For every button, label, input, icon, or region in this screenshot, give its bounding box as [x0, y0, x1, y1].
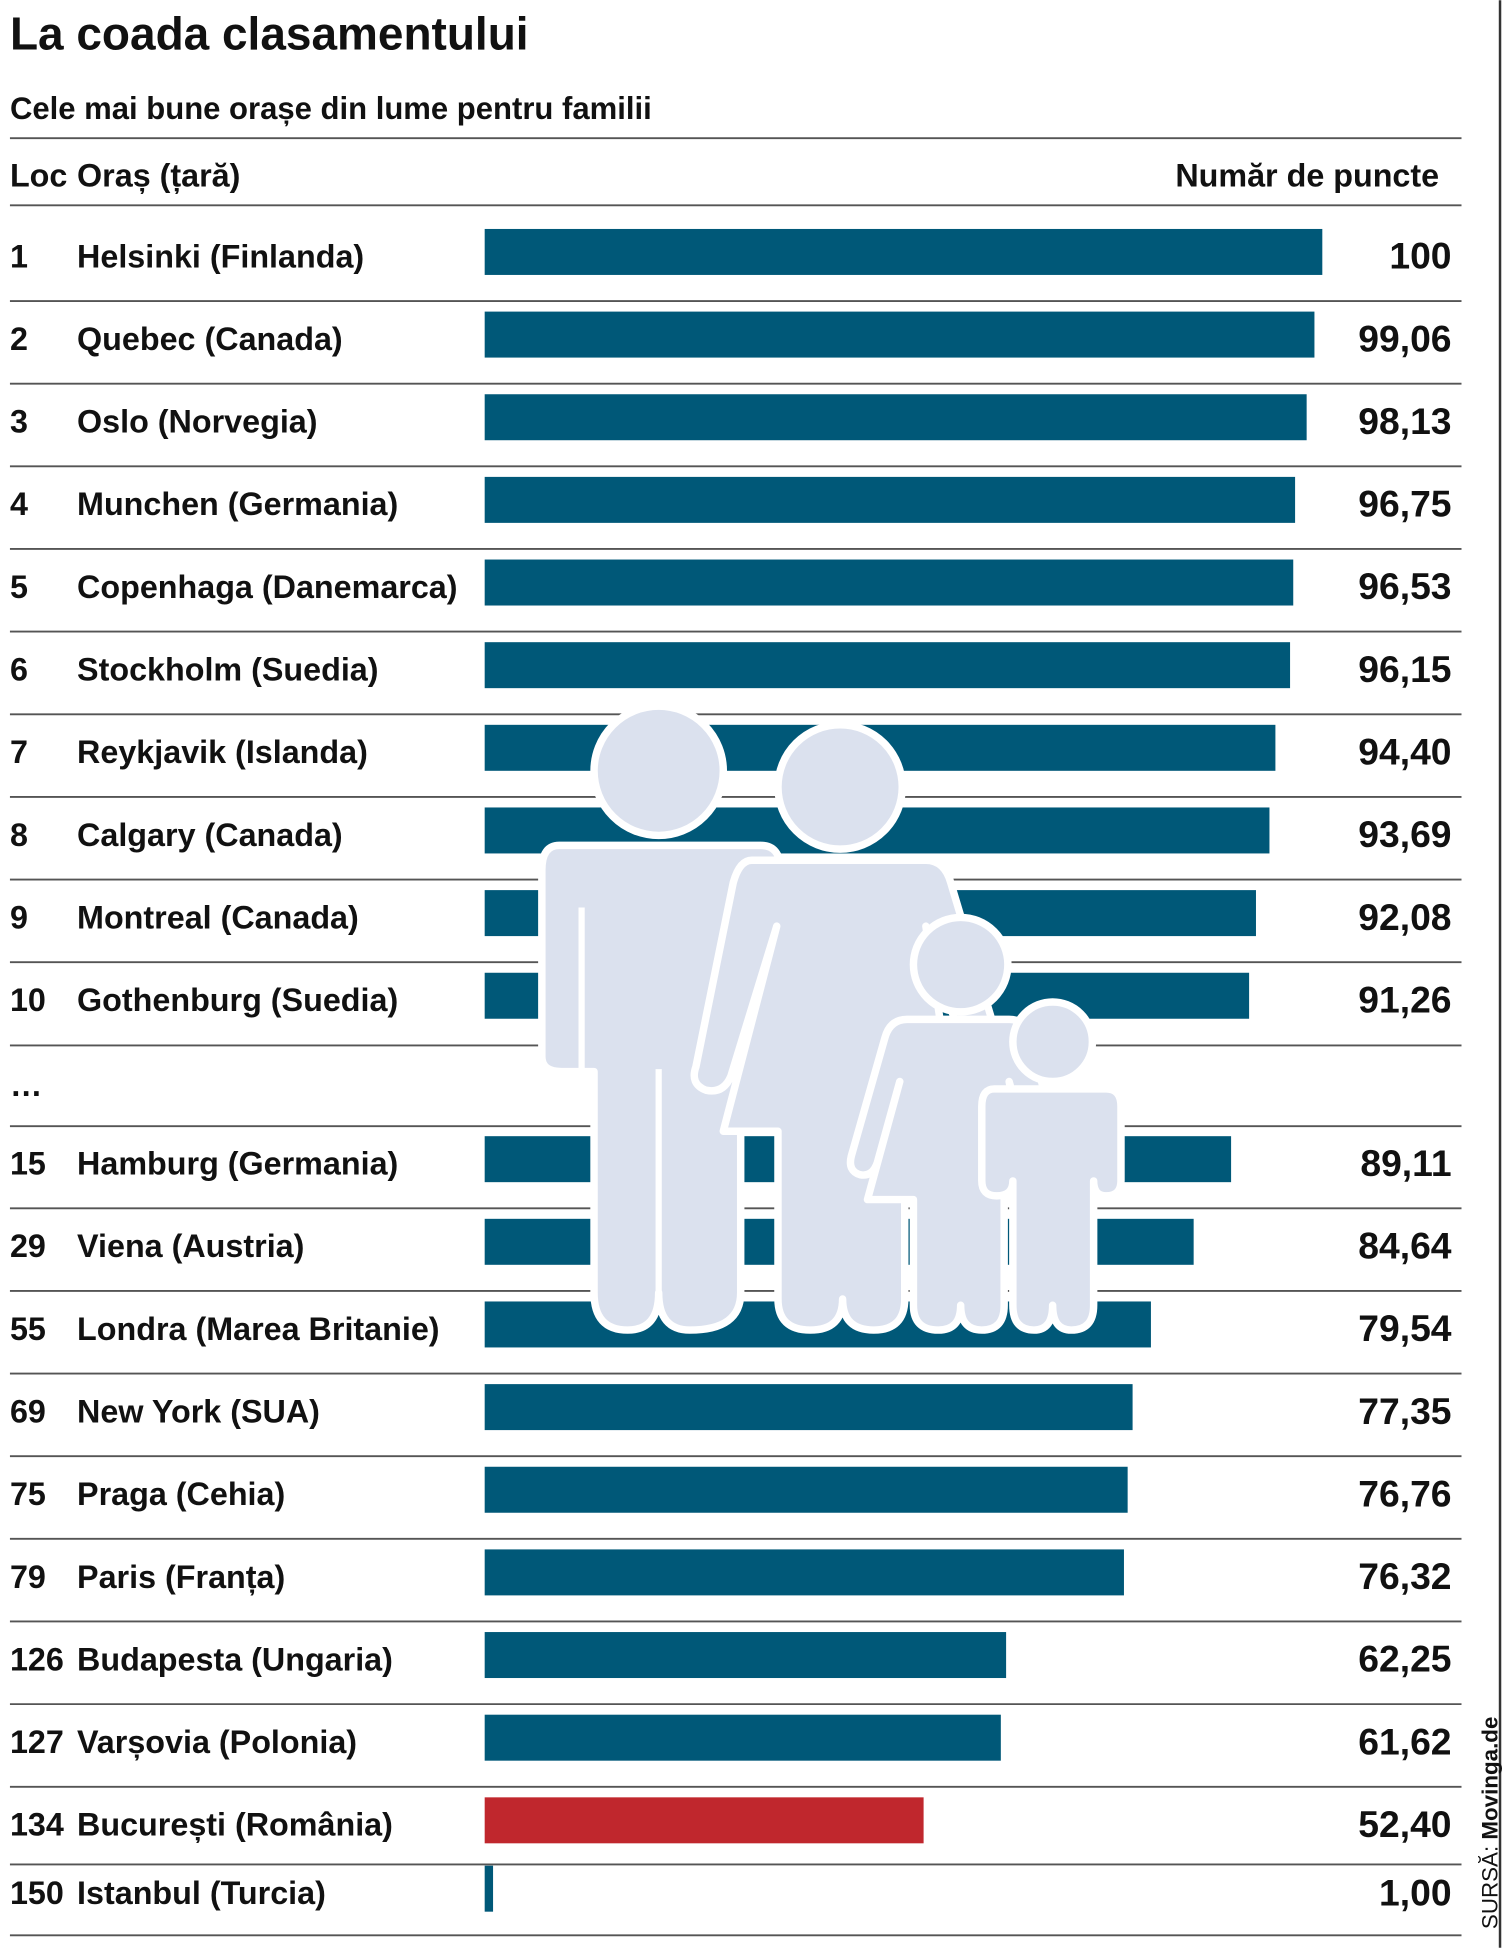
rank: 3: [10, 404, 28, 440]
value-label: 76,32: [1358, 1555, 1451, 1597]
column-header: Oraș (țară): [77, 158, 240, 195]
chart-subtitle: Cele mai bune orașe din lume pentru fami…: [10, 91, 652, 126]
city-label: Reykjavik (Islanda): [77, 734, 368, 770]
rank: 134: [10, 1807, 64, 1843]
city-label: Munchen (Germania): [77, 486, 398, 522]
rank: 55: [10, 1311, 46, 1347]
bar: [484, 1714, 1001, 1761]
chart-title: La coada clasamentului: [10, 8, 529, 60]
city-label: Helsinki (Finlanda): [77, 238, 364, 274]
value-label: 94,40: [1358, 730, 1451, 772]
city-label: New York (SUA): [77, 1393, 320, 1429]
rank: 126: [10, 1641, 64, 1677]
city-label: Copenhaga (Danemarca): [77, 569, 457, 605]
source-label: SURSĂ:: [1477, 1846, 1502, 1929]
city-label: Quebec (Canada): [77, 321, 343, 357]
value-label: 79,54: [1358, 1307, 1452, 1349]
rank: 4: [10, 486, 28, 522]
value-label: 84,64: [1358, 1224, 1452, 1266]
rank: 7: [10, 734, 28, 770]
rank: …: [10, 1067, 42, 1103]
value-label: 92,08: [1358, 896, 1451, 938]
value-label: 99,06: [1358, 317, 1451, 359]
city-label: Paris (Franța): [77, 1559, 285, 1596]
bar: [484, 476, 1296, 523]
value-label: 93,69: [1358, 813, 1451, 855]
rank: 9: [10, 899, 28, 935]
rank: 10: [10, 982, 46, 1018]
city-label: Gothenburg (Suedia): [77, 982, 398, 1018]
value-label: 76,76: [1358, 1472, 1451, 1514]
value-label: 52,40: [1358, 1803, 1451, 1845]
rank: 5: [10, 569, 28, 605]
bar: [484, 1865, 494, 1912]
city-label: Calgary (Canada): [77, 817, 343, 853]
value-label: 89,11: [1360, 1142, 1451, 1184]
column-header: Loc: [10, 158, 67, 194]
value-label: 96,75: [1358, 483, 1451, 525]
rank: 15: [10, 1146, 46, 1182]
bar: [484, 642, 1291, 689]
bar: [484, 1384, 1133, 1431]
bar: [484, 394, 1307, 441]
city-label: Londra (Marea Britanie): [77, 1311, 440, 1347]
rank: 1: [10, 238, 28, 274]
source-name: Movinga.de: [1477, 1717, 1502, 1840]
column-header: Număr de puncte: [1175, 158, 1439, 194]
rank: 79: [10, 1559, 46, 1595]
city-label: București (România): [77, 1807, 393, 1844]
rank: 8: [10, 817, 28, 853]
value-label: 61,62: [1358, 1720, 1451, 1762]
rank: 29: [10, 1228, 46, 1264]
value-label: 100: [1389, 235, 1451, 277]
city-label: Varșovia (Polonia): [77, 1724, 357, 1761]
value-label: 96,15: [1358, 648, 1451, 690]
rank: 6: [10, 652, 28, 688]
bar: [484, 228, 1323, 275]
bar: [484, 1466, 1128, 1513]
city-label: Stockholm (Suedia): [77, 652, 378, 688]
value-label: 98,13: [1358, 400, 1451, 442]
city-label: Oslo (Norvegia): [77, 404, 317, 440]
city-label: Hamburg (Germania): [77, 1146, 398, 1182]
city-label: Praga (Cehia): [77, 1476, 285, 1512]
rank: 150: [10, 1875, 64, 1911]
value-label: 91,26: [1358, 978, 1451, 1020]
value-label: 96,53: [1358, 565, 1451, 607]
rank: 127: [10, 1724, 64, 1760]
bar: [484, 559, 1294, 606]
value-label: 62,25: [1358, 1638, 1451, 1680]
value-label: 77,35: [1358, 1390, 1451, 1432]
family-icon: [538, 702, 1125, 1334]
city-label: Istanbul (Turcia): [77, 1875, 326, 1911]
city-label: Budapesta (Ungaria): [77, 1641, 393, 1677]
city-label: Viena (Austria): [77, 1228, 304, 1264]
source: SURSĂ: Movinga.de: [1477, 1717, 1502, 1929]
bar: [484, 1797, 924, 1844]
rank: 75: [10, 1476, 46, 1512]
city-label: Montreal (Canada): [77, 899, 359, 935]
rank: 69: [10, 1393, 46, 1429]
bar: [484, 1549, 1124, 1596]
bar: [484, 311, 1315, 358]
bar: [484, 1632, 1007, 1679]
value-label: 1,00: [1379, 1871, 1452, 1913]
rank: 2: [10, 321, 28, 357]
